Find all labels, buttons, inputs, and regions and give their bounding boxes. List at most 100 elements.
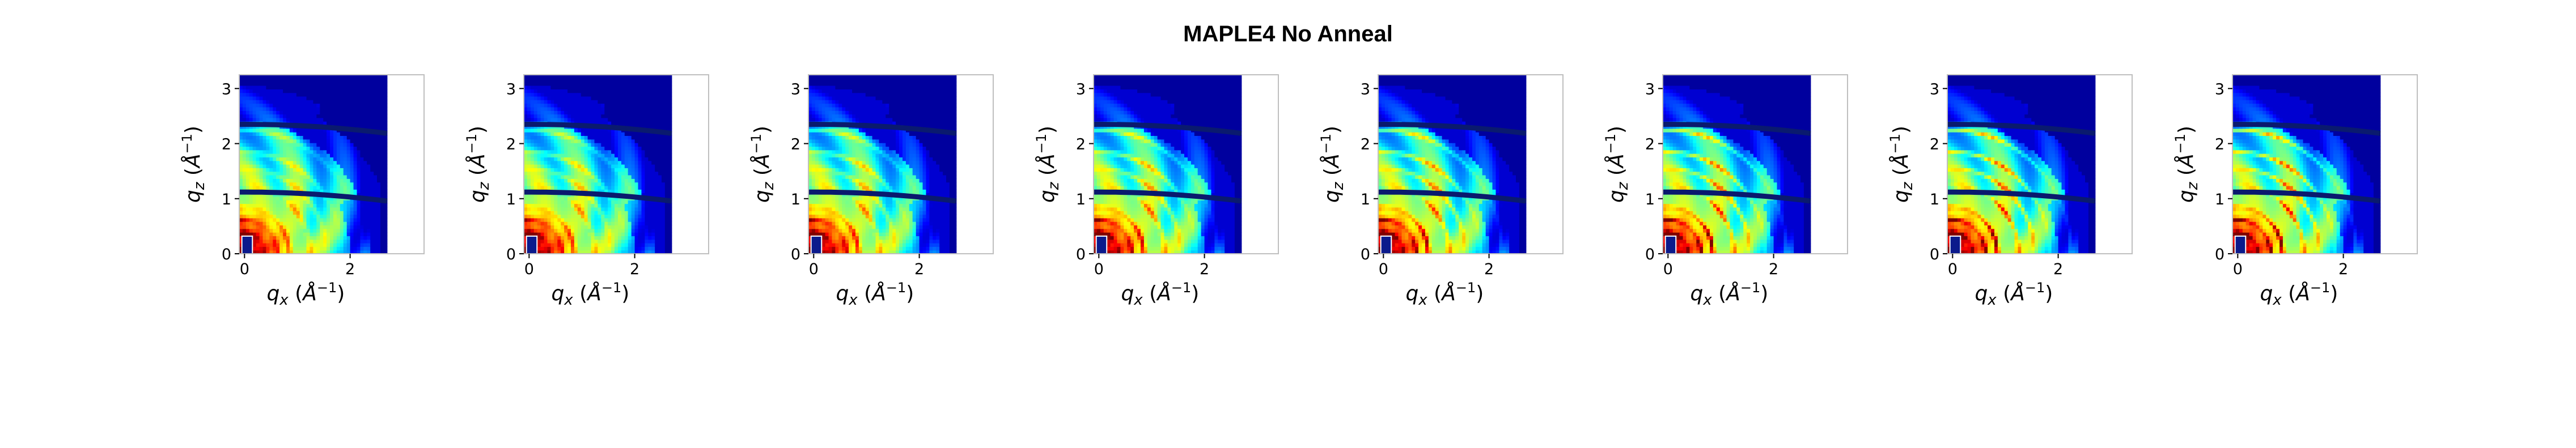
y-axis-label: qz (Å−1) (1033, 126, 1062, 203)
panel-7: 0 2 0 1 2 3 qx (Å−1) qz (Å−1) (1887, 74, 2133, 309)
detector-gap-1 (1378, 122, 1527, 136)
x-tick-label: 2 (630, 261, 639, 278)
axes-frame (1662, 74, 1848, 254)
y-tick-label: 1 (1361, 191, 1370, 208)
detector-gap-2 (2232, 189, 2381, 204)
y-tick-label: 0 (1645, 246, 1655, 263)
y-tick-label: 3 (791, 80, 800, 98)
y-tick-label: 2 (1361, 136, 1370, 153)
axes-frame (1947, 74, 2133, 254)
y-tick-label: 3 (1645, 80, 1655, 98)
panel-3: 0 2 0 1 2 3 qx (Å−1) qz (Å−1) (748, 74, 994, 309)
x-axis-label: qx (Å−1) (2260, 280, 2338, 309)
detector-gap-2 (239, 189, 388, 204)
axes-frame (1378, 74, 1564, 254)
y-tick-label: 1 (2215, 191, 2225, 208)
y-tick-label: 0 (2215, 246, 2225, 263)
detector-gap-1 (1947, 122, 2096, 136)
beamstop (1095, 235, 1108, 254)
y-tick-label: 2 (791, 136, 800, 153)
detector-gap-1 (1663, 122, 1811, 136)
beamstop (2234, 235, 2247, 254)
y-axis-label: qz (Å−1) (179, 126, 208, 203)
axes-frame (1093, 74, 1279, 254)
heatmap-image (1378, 75, 1527, 254)
y-tick-label: 3 (2215, 80, 2225, 98)
y-tick-label: 3 (1930, 80, 1939, 98)
panel-4: 0 2 0 1 2 3 qx (Å−1) qz (Å−1) (1033, 74, 1279, 309)
x-tick-label: 2 (1769, 261, 1778, 278)
y-tick-label: 2 (1076, 136, 1086, 153)
x-axis-label: qx (Å−1) (1975, 280, 2053, 309)
beamstop (241, 235, 253, 254)
x-axis-label: qx (Å−1) (1690, 280, 1768, 309)
x-axis-label: qx (Å−1) (551, 280, 629, 309)
beamstop (526, 235, 538, 254)
x-tick-label: 0 (1379, 261, 1388, 278)
panel-8: 0 2 0 1 2 3 qx (Å−1) qz (Å−1) (2172, 74, 2418, 309)
y-tick-label: 2 (2215, 136, 2225, 153)
detector-gap-2 (1947, 189, 2096, 204)
y-tick-label: 2 (506, 136, 516, 153)
y-tick-label: 2 (1930, 136, 1939, 153)
x-axis-label: qx (Å−1) (1121, 280, 1199, 309)
y-tick-label: 2 (1645, 136, 1655, 153)
x-tick-label: 2 (1484, 261, 1494, 278)
detector-gap-2 (808, 189, 957, 204)
detector-gap-2 (1378, 189, 1527, 204)
detector-gap-1 (239, 122, 388, 136)
x-axis-label: qx (Å−1) (836, 280, 914, 309)
axes-frame (808, 74, 994, 254)
axes-frame (2232, 74, 2418, 254)
beamstop (1949, 235, 1961, 254)
detector-gap-1 (2232, 122, 2381, 136)
panel-1: 0 2 0 1 2 3 qx (Å−1) qz (Å−1) (179, 74, 425, 309)
x-tick-label: 0 (1094, 261, 1104, 278)
y-tick-label: 0 (791, 246, 800, 263)
heatmap-image (808, 75, 957, 254)
heatmap-image (2232, 75, 2381, 254)
x-tick-label: 0 (240, 261, 249, 278)
heatmap-image (1094, 75, 1242, 254)
y-axis-label: qz (Å−1) (1318, 126, 1347, 203)
detector-gap-2 (524, 189, 672, 204)
y-tick-label: 1 (791, 191, 800, 208)
y-tick-label: 3 (1361, 80, 1370, 98)
x-axis-label: qx (Å−1) (266, 280, 345, 309)
y-tick-label: 1 (1930, 191, 1939, 208)
y-tick-label: 0 (1930, 246, 1939, 263)
detector-gap-2 (1094, 189, 1242, 204)
x-tick-label: 0 (524, 261, 534, 278)
y-tick-label: 1 (222, 191, 231, 208)
y-tick-label: 3 (222, 80, 231, 98)
detector-gap-1 (524, 122, 672, 136)
beamstop (1664, 235, 1677, 254)
y-tick-label: 2 (222, 136, 231, 153)
figure-title: MAPLE4 No Anneal (1183, 22, 1393, 46)
y-tick-label: 1 (1076, 191, 1086, 208)
detector-gap-1 (1094, 122, 1242, 136)
x-tick-label: 0 (809, 261, 819, 278)
panel-2: 0 2 0 1 2 3 qx (Å−1) qz (Å−1) (464, 74, 709, 309)
x-tick-label: 2 (2338, 261, 2348, 278)
heatmap-image (524, 75, 672, 254)
x-tick-label: 0 (1948, 261, 1958, 278)
y-tick-label: 1 (1645, 191, 1655, 208)
x-tick-label: 2 (914, 261, 924, 278)
heatmap-image (1663, 75, 1811, 254)
detector-gap-1 (808, 122, 957, 136)
x-tick-label: 0 (2233, 261, 2243, 278)
y-axis-label: qz (Å−1) (1603, 126, 1632, 203)
y-axis-label: qz (Å−1) (748, 126, 777, 203)
y-tick-label: 0 (1076, 246, 1086, 263)
y-tick-label: 0 (1361, 246, 1370, 263)
axes-frame (523, 74, 709, 254)
x-tick-label: 2 (2053, 261, 2063, 278)
y-axis-label: qz (Å−1) (464, 126, 493, 203)
beamstop (810, 235, 823, 254)
panel-6: 0 2 0 1 2 3 qx (Å−1) qz (Å−1) (1603, 74, 1848, 309)
x-tick-label: 2 (1200, 261, 1209, 278)
y-tick-label: 3 (506, 80, 516, 98)
